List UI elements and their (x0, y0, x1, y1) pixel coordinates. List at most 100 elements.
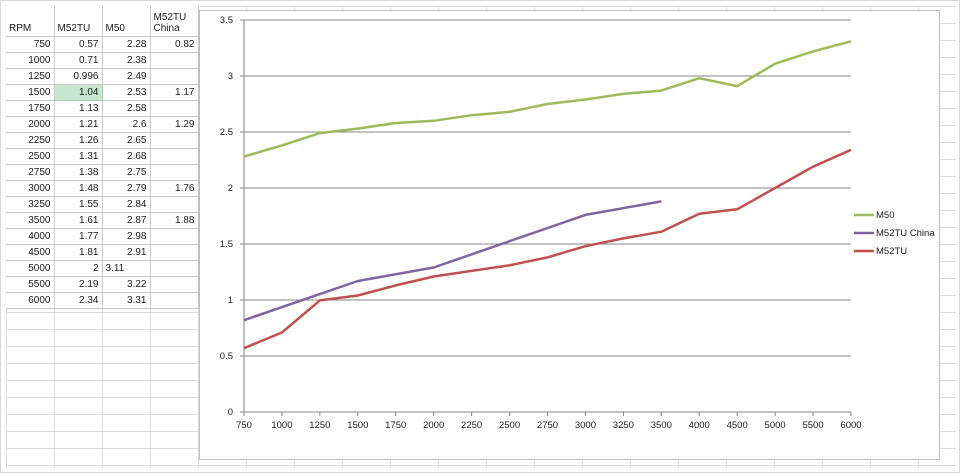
table-cell[interactable]: 1750 (6, 100, 55, 117)
table-cell[interactable]: 1.21 (54, 116, 103, 133)
table-row: 3000 1.48 2.79 1.76 (6, 180, 199, 197)
table-cell[interactable]: 2.98 (102, 228, 151, 245)
table-cell[interactable]: 2.68 (102, 148, 151, 165)
table-row: 3500 1.61 2.87 1.88 (6, 212, 199, 229)
table-cell[interactable]: 2000 (6, 116, 55, 133)
table-cell[interactable]: 1.76 (150, 180, 199, 197)
table-cell[interactable]: 1250 (6, 68, 55, 85)
table-cell[interactable]: 4500 (6, 244, 55, 261)
table-cell[interactable]: 1.26 (54, 132, 103, 149)
table-cell[interactable]: 2.65 (102, 132, 151, 149)
table-cell[interactable]: 6000 (6, 292, 55, 309)
table-cell[interactable] (150, 148, 199, 165)
table-cell[interactable]: 2.91 (102, 244, 151, 261)
x-tick-label: 2250 (461, 420, 482, 431)
table-row: 4000 1.77 2.98 (6, 228, 199, 245)
table-cell[interactable]: 2500 (6, 148, 55, 165)
table-cell[interactable]: 750 (6, 36, 55, 53)
x-tick-label: 3250 (613, 420, 634, 431)
table-cell[interactable] (150, 196, 199, 213)
table-cell[interactable] (150, 164, 199, 181)
table-cell[interactable]: 3000 (6, 180, 55, 197)
table-cell[interactable]: 1.17 (150, 84, 199, 101)
chart-area[interactable]: 0 0.5 1 1.5 2 2.5 3 3.5 750 1000 1250 1500 1750 2000 2… (199, 10, 940, 460)
table-cell[interactable] (150, 292, 199, 309)
table-cell[interactable]: 1.88 (150, 212, 199, 229)
table-cell[interactable] (150, 228, 199, 245)
table-row: 3250 1.55 2.84 (6, 196, 199, 213)
column-header[interactable]: RPM (6, 6, 55, 37)
table-cell[interactable]: 2.79 (102, 180, 151, 197)
table-cell[interactable]: 2.87 (102, 212, 151, 229)
table-cell[interactable]: 2.53 (102, 84, 151, 101)
column-header[interactable]: M50 (102, 6, 151, 37)
table-cell[interactable]: 2.84 (102, 196, 151, 213)
x-tick-label: 3000 (575, 420, 596, 431)
table-cell[interactable]: 1.55 (54, 196, 103, 213)
table-cell[interactable]: 1000 (6, 52, 55, 69)
y-tick-label: 1 (228, 295, 233, 306)
table-cell[interactable] (150, 276, 199, 293)
column-header[interactable]: M52TU China (150, 6, 199, 37)
table-cell[interactable] (150, 132, 199, 149)
table-cell[interactable]: 1.77 (54, 228, 103, 245)
table-cell[interactable]: 1.48 (54, 180, 103, 197)
x-tick-label: 1500 (347, 420, 368, 431)
line-chart: 0 0.5 1 1.5 2 2.5 3 3.5 750 1000 1250 1500 1750 2000 2… (220, 15, 936, 431)
table-cell[interactable]: 5000 (6, 260, 55, 277)
table-cell[interactable]: 2750 (6, 164, 55, 181)
y-tick-label: 3 (228, 71, 233, 82)
table-cell[interactable]: 0.82 (150, 36, 199, 53)
y-tick-label: 2 (228, 183, 233, 194)
table-cell[interactable]: 2.75 (102, 164, 151, 181)
table-cell[interactable]: 2.28 (102, 36, 151, 53)
table-cell[interactable]: 2 (54, 260, 103, 277)
x-tick-label: 4000 (689, 420, 710, 431)
table-cell[interactable]: 1.38 (54, 164, 103, 181)
table-cell[interactable] (150, 260, 199, 277)
table-cell[interactable] (150, 244, 199, 261)
table-cell[interactable]: 1.29 (150, 116, 199, 133)
table-cell[interactable]: 2.19 (54, 276, 103, 293)
x-tick-label: 1750 (385, 420, 406, 431)
table-row: 1000 0.71 2.38 (6, 52, 199, 69)
table-row: 2750 1.38 2.75 (6, 164, 199, 181)
table-cell[interactable]: 1.31 (54, 148, 103, 165)
table-cell[interactable]: 0.996 (54, 68, 103, 85)
column-header[interactable]: M52TU (54, 6, 103, 37)
table-row: 2000 1.21 2.6 1.29 (6, 116, 199, 133)
table-cell[interactable] (150, 52, 199, 69)
table-cell[interactable] (150, 100, 199, 117)
table-cell[interactable]: 3.31 (102, 292, 151, 309)
y-tick-label: 3.5 (220, 15, 233, 26)
x-tick-label: 2500 (499, 420, 520, 431)
table-row: 2250 1.26 2.65 (6, 132, 199, 149)
table-cell[interactable]: 2.34 (54, 292, 103, 309)
table-row: 2500 1.31 2.68 (6, 148, 199, 165)
table-row: 6000 2.34 3.31 (6, 292, 199, 309)
table-cell[interactable]: 1.81 (54, 244, 103, 261)
legend-label: M50 (876, 210, 894, 221)
table-cell[interactable] (150, 68, 199, 85)
table-cell[interactable]: 1.61 (54, 212, 103, 229)
table-cell[interactable]: 3500 (6, 212, 55, 229)
series-line-m50 (243, 40, 852, 158)
table-cell[interactable]: 2.6 (102, 116, 151, 133)
table-cell[interactable]: 4000 (6, 228, 55, 245)
table-row: 1750 1.13 2.58 (6, 100, 199, 117)
table-cell[interactable]: 3.22 (102, 276, 151, 293)
table-cell[interactable]: 0.57 (54, 36, 103, 53)
table-cell[interactable]: 1.04 (53, 83, 103, 101)
table-cell[interactable]: 0.71 (54, 52, 103, 69)
table-cell[interactable]: 2.38 (102, 52, 151, 69)
table-row: 1250 0.996 2.49 (6, 68, 199, 85)
table-cell[interactable]: 1.13 (54, 100, 103, 117)
data-table: RPM M52TU M50 M52TU China 750 0.57 2.28 0.82 100… (6, 6, 199, 309)
table-cell[interactable]: 2.58 (102, 100, 151, 117)
table-cell[interactable]: 2250 (6, 132, 55, 149)
table-cell[interactable]: 1500 (6, 84, 55, 101)
table-cell[interactable]: 2.49 (102, 68, 151, 85)
table-cell[interactable]: 3.11 (102, 260, 151, 277)
table-cell[interactable]: 5500 (6, 276, 55, 293)
table-cell[interactable]: 3250 (6, 196, 55, 213)
